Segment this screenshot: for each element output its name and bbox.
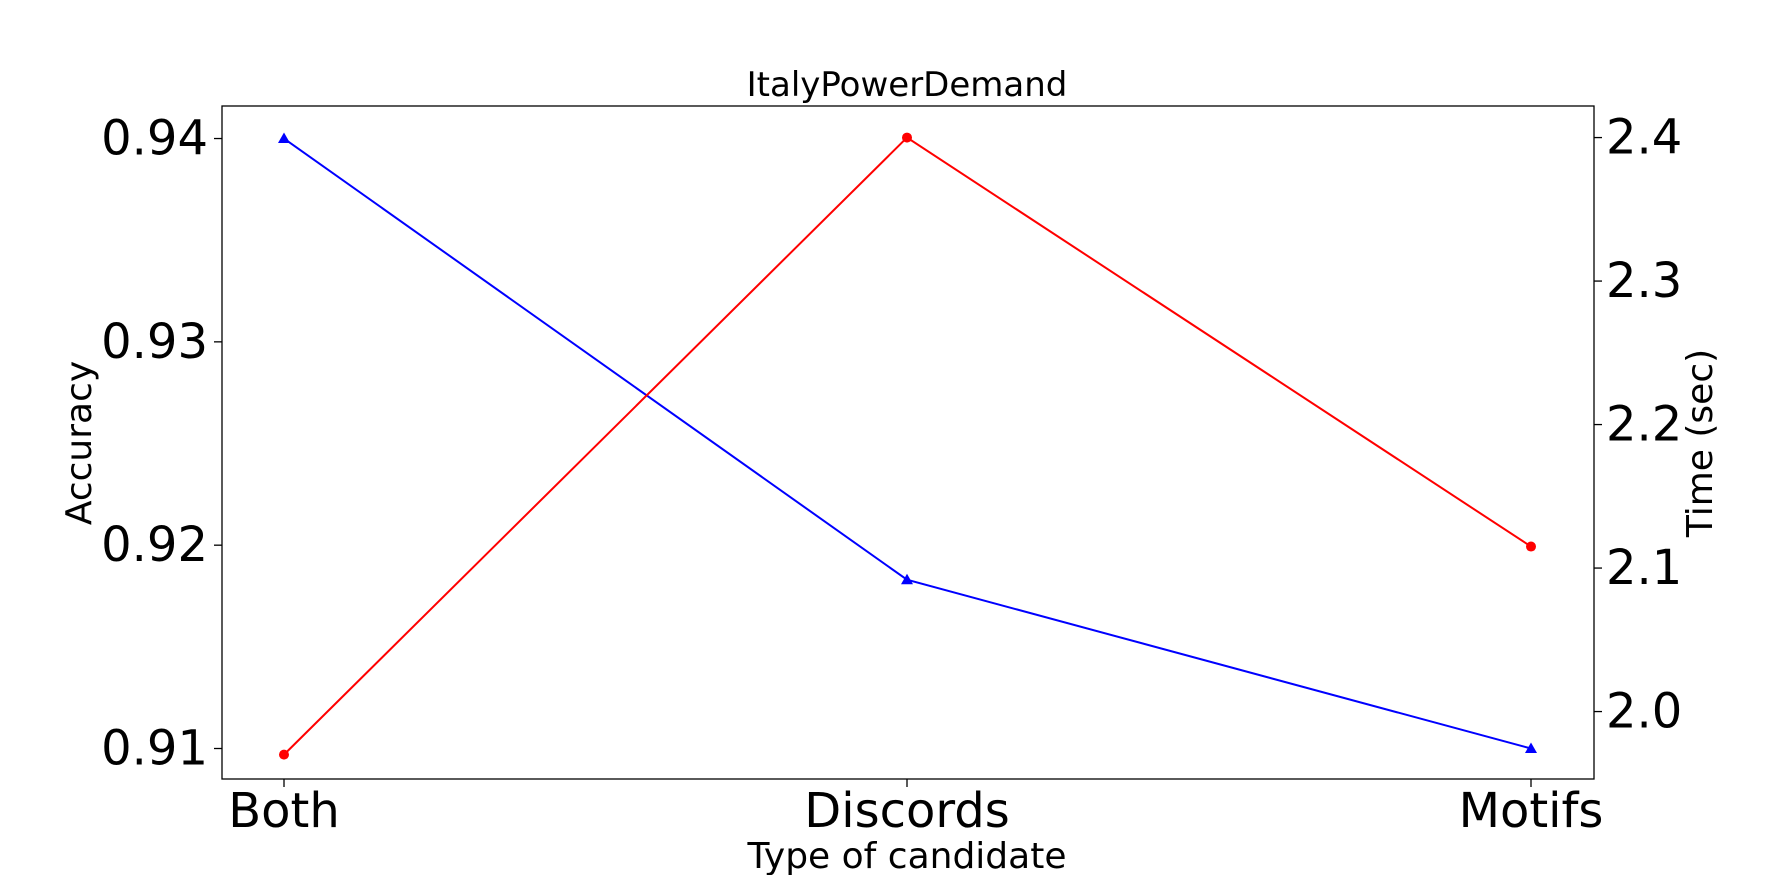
left-tick-label: 0.93 <box>101 314 208 370</box>
chart-title: ItalyPowerDemand <box>747 65 1068 105</box>
right-tick-label: 2.4 <box>1606 110 1682 166</box>
x-tick-label: Both <box>228 783 340 839</box>
x-tick-label: Discords <box>804 783 1009 839</box>
series-line-1 <box>283 137 1532 750</box>
right-tick-label: 2.3 <box>1606 253 1682 309</box>
left-tick-label: 0.92 <box>101 517 208 573</box>
right-axis: 2.0 2.1 2.2 2.3 2.4 <box>1594 110 1682 740</box>
data-point-1 <box>901 573 913 585</box>
series-layer <box>278 132 1537 760</box>
data-point-2 <box>1526 541 1536 552</box>
x-tick-label: Motifs <box>1459 783 1604 839</box>
x-axis-title: Type of candidate <box>747 836 1067 875</box>
data-point-2 <box>902 132 912 143</box>
left-tick-label: 0.94 <box>101 111 208 167</box>
left-axis-title: Accuracy <box>59 361 100 525</box>
right-tick-label: 2.1 <box>1606 540 1682 596</box>
right-tick-label: 2.2 <box>1606 397 1682 453</box>
x-axis: Both Discords Motifs <box>228 779 1603 839</box>
series-line-2 <box>283 136 1532 756</box>
data-point-1 <box>278 132 290 144</box>
data-point-2 <box>279 749 289 760</box>
right-axis-title: Time (sec) <box>1680 349 1721 538</box>
right-tick-label: 2.0 <box>1606 684 1682 740</box>
plot-frame <box>221 105 1595 780</box>
data-point-1 <box>1525 742 1537 754</box>
left-axis: 0.91 0.92 0.93 0.94 <box>101 111 222 777</box>
left-tick-label: 0.91 <box>101 721 208 777</box>
